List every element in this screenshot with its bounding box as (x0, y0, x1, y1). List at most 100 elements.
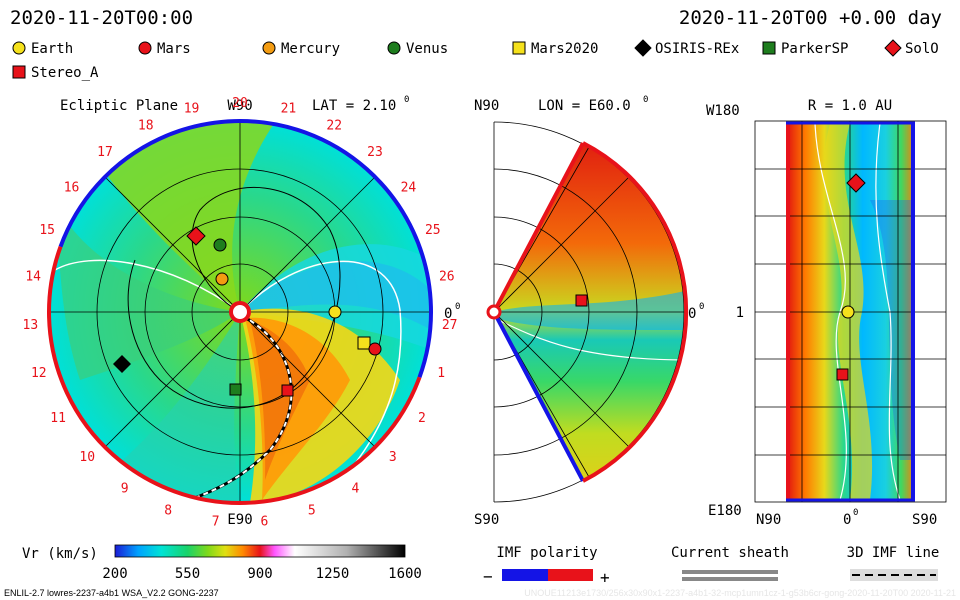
meridional-top-label: N90 (474, 98, 499, 114)
stereo-a-marker (281, 384, 294, 397)
synoptic-solo-marker (846, 173, 866, 193)
date-tick-label: 13 (23, 318, 39, 333)
meridional-lon-degree: 0 (643, 95, 648, 105)
legend-label-earth: Earth (31, 41, 73, 57)
legend-label-osiris-rex: OSIRIS-REx (655, 41, 739, 57)
date-tick-label: 5 (308, 503, 316, 518)
synoptic-title: R = 1.0 AU (808, 98, 892, 114)
footer-left: ENLIL-2.7 lowres-2237-a4b1 WSA_V2.2 GONG… (4, 588, 219, 598)
date-tick-label: 12 (31, 366, 47, 381)
legend-item-osiris-rex: OSIRIS-REx (634, 39, 739, 57)
synoptic-bottom-left: E180 (708, 503, 742, 519)
imf-plus: + (600, 568, 610, 587)
solo-marker (186, 226, 206, 246)
synoptic-pos-edge (786, 123, 790, 500)
synoptic-x-label-0-degree: 0 (853, 508, 858, 518)
meridional-stereo-a-marker (575, 294, 588, 307)
ecliptic-top-label: W90 (227, 98, 252, 114)
polarity-arc (58, 119, 433, 379)
date-tick-label: 3 (389, 450, 397, 465)
ecliptic-right-label: 0 (444, 306, 452, 322)
date-tick-label: 11 (50, 411, 66, 426)
meridional-outer-arc (582, 141, 689, 483)
meridional-velocity-map (494, 143, 687, 481)
legend-marker-osiris-rex (634, 39, 652, 57)
imf-minus: − (483, 567, 493, 586)
legend-marker-parkersp (762, 41, 776, 55)
date-tick-label: 26 (439, 270, 455, 285)
legend-label-mercury: Mercury (281, 41, 340, 57)
date-tick-label: 24 (401, 181, 417, 196)
imf-negative-bar (502, 569, 548, 581)
ecliptic-right-degree: 0 (455, 302, 460, 312)
legend-marker-solo (884, 39, 902, 57)
colorbar-tick-label: 1250 (316, 566, 350, 582)
date-tick-label: 9 (121, 481, 129, 496)
meridional-bottom-label: S90 (474, 512, 499, 528)
mars-marker (368, 342, 382, 356)
date-tick-label: 22 (326, 118, 342, 133)
colorbar-tick-label: 200 (102, 566, 127, 582)
date-tick-label: 14 (25, 270, 41, 285)
meridional-right-label: 0 (688, 306, 696, 322)
date-tick-label: 25 (425, 223, 441, 238)
footer-right: UNOUE11213e1730/256x30x90x1-2237-a4b1-32… (524, 588, 956, 598)
ecliptic-date-ticks: 20 21222324252627123456789101112131415161… (23, 96, 458, 530)
current-sheath-title: Current sheath (671, 545, 789, 561)
legend-item-earth: Earth (12, 41, 73, 57)
legend-marker-mars (138, 41, 152, 55)
date-tick-label: 4 (351, 481, 359, 496)
legend-item-stereo-a: Stereo_A (12, 65, 99, 81)
legend-label-mars2020: Mars2020 (531, 41, 598, 57)
earth-marker (328, 305, 342, 319)
legend-marker-stereo-a (12, 65, 26, 79)
legend-item-solo: SolO (884, 39, 939, 57)
meridional-lon-label: LON = E60.0 (538, 98, 631, 114)
colorbar (114, 544, 406, 558)
ecliptic-lat-degree: 0 (404, 95, 409, 105)
date-tick-label: 15 (39, 223, 55, 238)
ecliptic-lat-label: LAT = 2.10 (312, 98, 396, 114)
synoptic-mid-left: 1 (736, 305, 744, 321)
parkersp-marker (229, 383, 242, 396)
legend-item-mars2020: Mars2020 (512, 41, 598, 57)
legend-item-venus: Venus (387, 41, 448, 57)
colorbar-label: Vr (km/s) (22, 546, 98, 562)
legend-label-solo: SolO (905, 41, 939, 57)
legend-item-mars: Mars (138, 41, 191, 57)
imf-positive-bar (548, 569, 593, 581)
ecliptic-bottom-label: E90 (227, 512, 252, 528)
colorbar-tick-label: 550 (175, 566, 200, 582)
meridional-edge-north (492, 142, 585, 313)
mercury-marker (215, 272, 229, 286)
legend-marker-mars2020 (512, 41, 526, 55)
legend-label-venus: Venus (406, 41, 448, 57)
synoptic-earth-marker (841, 305, 855, 319)
current-sheath-line-1 (682, 570, 778, 574)
object-legend: Earth Mars Mercury Venus Mars2020 OSIRIS-REx P… (12, 39, 939, 81)
polarity-arc (47, 245, 422, 505)
meridional-panel: N90 LON = E60.0 0 0 0 S90 (474, 95, 704, 528)
date-tick-label: 19 (184, 102, 200, 117)
current-sheath-line-2 (682, 577, 778, 581)
mars2020-marker (357, 336, 371, 350)
osiris-rex-marker (113, 355, 131, 373)
sun-marker (229, 301, 251, 323)
synoptic-panel: R = 1.0 AU W180 1 E180 (706, 98, 947, 528)
legend-marker-venus (387, 41, 401, 55)
date-tick-label: 6 (260, 515, 268, 530)
date-tick-label: 17 (97, 145, 113, 160)
date-tick-label: 1 (437, 366, 445, 381)
date-tick-label: 21 (281, 102, 297, 117)
legend-item-mercury: Mercury (262, 41, 340, 57)
date-right: 2020-11-20T00 +0.00 day (679, 7, 942, 29)
date-tick-label: 20 (232, 96, 248, 111)
synoptic-x-label-s90: S90 (912, 512, 937, 528)
date-tick-label: 23 (367, 145, 383, 160)
synoptic-neg-edge (911, 123, 915, 500)
date-tick-label: 18 (138, 118, 154, 133)
synoptic-stereo-a-marker (836, 368, 849, 381)
meridional-right-degree: 0 (699, 302, 704, 312)
imf-polarity-title: IMF polarity (496, 545, 597, 561)
